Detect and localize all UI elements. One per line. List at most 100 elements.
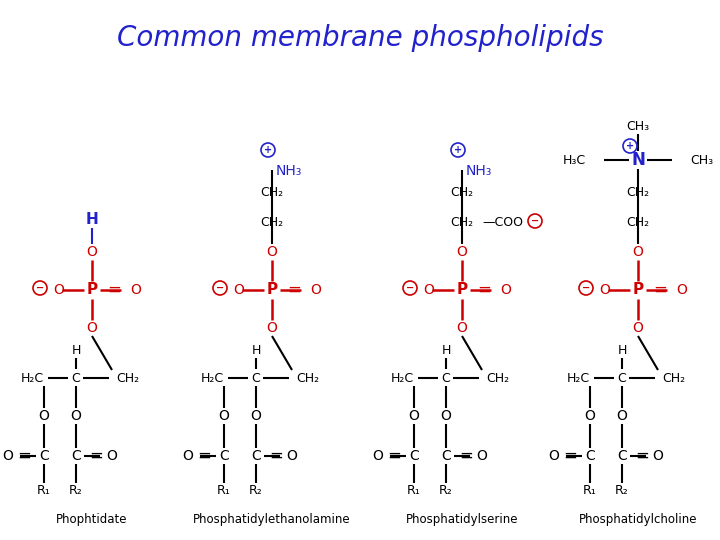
Text: P: P [266, 282, 278, 298]
Text: R₂: R₂ [439, 484, 453, 497]
Text: —COO: —COO [482, 215, 523, 228]
Text: O: O [251, 409, 261, 423]
Text: C: C [251, 372, 261, 384]
Text: =: = [287, 281, 301, 299]
Text: H: H [617, 343, 626, 356]
Text: R₂: R₂ [69, 484, 83, 497]
Text: O: O [423, 283, 434, 297]
Text: −: − [582, 283, 590, 293]
Text: CH₂: CH₂ [296, 372, 319, 384]
Text: O: O [233, 283, 244, 297]
Text: C: C [441, 372, 451, 384]
Text: O: O [408, 409, 420, 423]
Text: O: O [130, 283, 141, 297]
Text: O: O [456, 321, 467, 335]
Text: H₂C: H₂C [391, 372, 414, 384]
Text: O: O [86, 245, 97, 259]
Text: =: = [635, 447, 649, 465]
Text: Phosphatidylethanolamine: Phosphatidylethanolamine [193, 514, 351, 526]
Text: C: C [441, 449, 451, 463]
Text: =: = [17, 447, 31, 465]
Text: N: N [631, 151, 645, 169]
Text: −: − [36, 283, 44, 293]
Text: Common membrane phospholipids: Common membrane phospholipids [117, 24, 603, 52]
Text: =: = [387, 447, 401, 465]
Text: C: C [71, 372, 81, 384]
Text: CH₂: CH₂ [261, 186, 284, 199]
Text: O: O [107, 449, 117, 463]
Text: CH₂: CH₂ [626, 186, 649, 199]
Text: +: + [454, 145, 462, 155]
Text: R₁: R₁ [583, 484, 597, 497]
Text: =: = [197, 447, 211, 465]
Text: R₂: R₂ [249, 484, 263, 497]
Text: CH₃: CH₃ [626, 119, 649, 132]
Text: H: H [71, 343, 81, 356]
Text: C: C [409, 449, 419, 463]
Text: NH₃: NH₃ [276, 164, 302, 178]
Text: O: O [266, 245, 277, 259]
Text: O: O [71, 409, 81, 423]
Text: O: O [441, 409, 451, 423]
Text: C: C [71, 449, 81, 463]
Text: R₁: R₁ [217, 484, 231, 497]
Text: C: C [39, 449, 49, 463]
Text: Phosphatidylcholine: Phosphatidylcholine [579, 514, 697, 526]
Text: +: + [264, 145, 272, 155]
Text: P: P [632, 282, 644, 298]
Text: H₂C: H₂C [201, 372, 224, 384]
Text: =: = [563, 447, 577, 465]
Text: O: O [633, 245, 644, 259]
Text: O: O [633, 321, 644, 335]
Text: =: = [653, 281, 667, 299]
Text: H₂C: H₂C [567, 372, 590, 384]
Text: O: O [3, 449, 14, 463]
Text: O: O [266, 321, 277, 335]
Text: C: C [251, 449, 261, 463]
Text: CH₂: CH₂ [626, 215, 649, 228]
Text: =: = [89, 447, 103, 465]
Text: O: O [86, 321, 97, 335]
Text: −: − [531, 216, 539, 226]
Text: Phosphatidylserine: Phosphatidylserine [406, 514, 518, 526]
Text: O: O [310, 283, 321, 297]
Text: C: C [618, 372, 626, 384]
Text: O: O [53, 283, 64, 297]
Text: CH₂: CH₂ [662, 372, 685, 384]
Text: H₃C: H₃C [563, 153, 586, 166]
Text: P: P [456, 282, 467, 298]
Text: O: O [676, 283, 687, 297]
Text: −: − [216, 283, 224, 293]
Text: O: O [600, 283, 611, 297]
Text: =: = [477, 281, 491, 299]
Text: Phophtidate: Phophtidate [56, 514, 127, 526]
Text: CH₂: CH₂ [486, 372, 509, 384]
Text: CH₃: CH₃ [690, 153, 713, 166]
Text: =: = [459, 447, 473, 465]
Text: CH₂: CH₂ [261, 215, 284, 228]
Text: R₂: R₂ [615, 484, 629, 497]
Text: O: O [652, 449, 663, 463]
Text: H: H [86, 213, 99, 227]
Text: O: O [549, 449, 559, 463]
Text: =: = [269, 447, 283, 465]
Text: NH₃: NH₃ [466, 164, 492, 178]
Text: O: O [456, 245, 467, 259]
Text: O: O [616, 409, 627, 423]
Text: H: H [251, 343, 261, 356]
Text: R₁: R₁ [37, 484, 51, 497]
Text: C: C [219, 449, 229, 463]
Text: O: O [287, 449, 297, 463]
Text: R₁: R₁ [407, 484, 421, 497]
Text: H: H [441, 343, 451, 356]
Text: O: O [477, 449, 487, 463]
Text: C: C [585, 449, 595, 463]
Text: H₂C: H₂C [21, 372, 44, 384]
Text: CH₂: CH₂ [451, 186, 474, 199]
Text: CH₂: CH₂ [116, 372, 139, 384]
Text: P: P [86, 282, 98, 298]
Text: +: + [626, 141, 634, 151]
Text: O: O [219, 409, 230, 423]
Text: CH₂: CH₂ [451, 215, 474, 228]
Text: −: − [406, 283, 414, 293]
